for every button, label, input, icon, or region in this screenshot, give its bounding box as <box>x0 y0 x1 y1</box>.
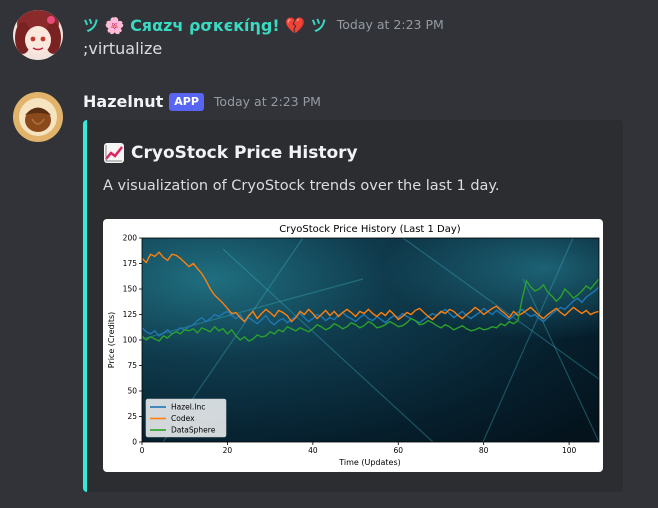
plot-background <box>142 238 599 442</box>
y-tick-label: 125 <box>123 310 138 319</box>
y-tick-label: 175 <box>123 259 138 268</box>
y-tick-label: 150 <box>123 285 138 294</box>
legend-box <box>145 398 227 438</box>
message-content: ;virtualize <box>83 39 163 58</box>
chart-title: CryoStock Price History (Last 1 Day) <box>279 224 461 235</box>
y-tick-label: 200 <box>123 234 138 243</box>
embed: CryoStock Price History A visualization … <box>83 120 623 492</box>
x-tick-label: 40 <box>308 446 318 455</box>
y-tick-label: 75 <box>127 361 137 370</box>
plot-series <box>142 251 599 342</box>
legend-label: DataSphere <box>171 426 216 435</box>
embed-title-row[interactable]: CryoStock Price History <box>103 142 358 164</box>
x-tick-label: 0 <box>140 446 145 455</box>
y-axis-label: Price (Credits) <box>107 312 116 369</box>
legend-label: Codex <box>171 414 195 423</box>
embed-title: CryoStock Price History <box>131 143 358 163</box>
series-line-codex <box>142 251 599 323</box>
x-tick-label: 80 <box>479 446 489 455</box>
embed-description: A visualization of CryoStock trends over… <box>103 178 500 194</box>
series-line-hazel-inc <box>142 286 599 337</box>
chart-legend: Hazel.Inc Codex DataSphere <box>145 398 227 438</box>
user-avatar[interactable] <box>13 10 63 60</box>
legend-label: Hazel.Inc <box>171 403 205 412</box>
app-badge: APP <box>169 92 204 111</box>
series-line-datasphere <box>142 278 599 342</box>
chart-increasing-icon <box>103 142 125 164</box>
chart-image[interactable]: CryoStock Price History (Last 1 Day) 0 20… <box>103 219 603 472</box>
x-tick-label: 100 <box>562 446 577 455</box>
bot-username[interactable]: Hazelnut <box>83 92 164 111</box>
timestamp: Today at 2:23 PM <box>336 16 444 32</box>
embed-accent-bar <box>83 120 87 492</box>
x-tick-label: 20 <box>223 446 233 455</box>
y-tick-label: 25 <box>127 412 137 421</box>
username[interactable]: ツ 🌸 Cяαzч ρσкєкíηg! 💔 ツ <box>83 16 327 35</box>
x-axis-label: Time (Updates) <box>338 458 401 467</box>
y-tick-label: 50 <box>127 387 137 396</box>
x-tick-label: 60 <box>393 446 403 455</box>
timestamp: Today at 2:23 PM <box>213 94 321 109</box>
message-1: ツ 🌸 Cяαzч ρσкєкíηg! 💔 ツ Today at 2:23 PM… <box>0 0 658 80</box>
y-tick-label: 100 <box>123 336 138 345</box>
bot-avatar[interactable] <box>13 92 63 142</box>
message-2: Hazelnut APP Today at 2:23 PM <box>0 84 658 504</box>
y-tick-label: 0 <box>132 438 137 447</box>
